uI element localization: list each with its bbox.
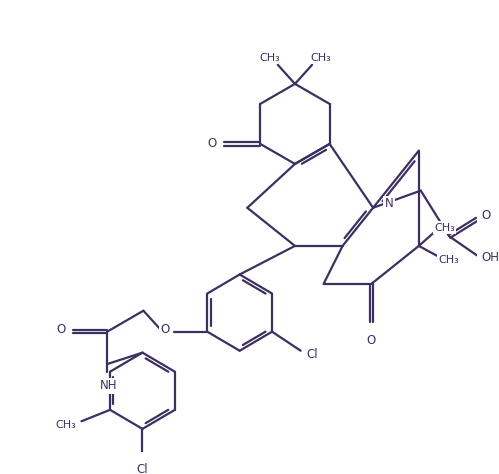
- Text: N: N: [385, 198, 393, 210]
- Text: O: O: [161, 323, 170, 336]
- Text: Cl: Cl: [137, 463, 148, 474]
- Text: O: O: [56, 323, 65, 336]
- Text: CH₃: CH₃: [438, 255, 459, 265]
- Text: O: O: [482, 209, 491, 222]
- Text: CH₃: CH₃: [310, 53, 331, 63]
- Text: CH₃: CH₃: [434, 223, 455, 233]
- Text: CH₃: CH₃: [259, 53, 280, 63]
- Text: OH: OH: [482, 251, 499, 264]
- Text: CH₃: CH₃: [55, 420, 76, 430]
- Text: O: O: [367, 334, 376, 346]
- Text: NH: NH: [100, 379, 118, 392]
- Text: Cl: Cl: [306, 348, 318, 361]
- Text: O: O: [207, 137, 217, 150]
